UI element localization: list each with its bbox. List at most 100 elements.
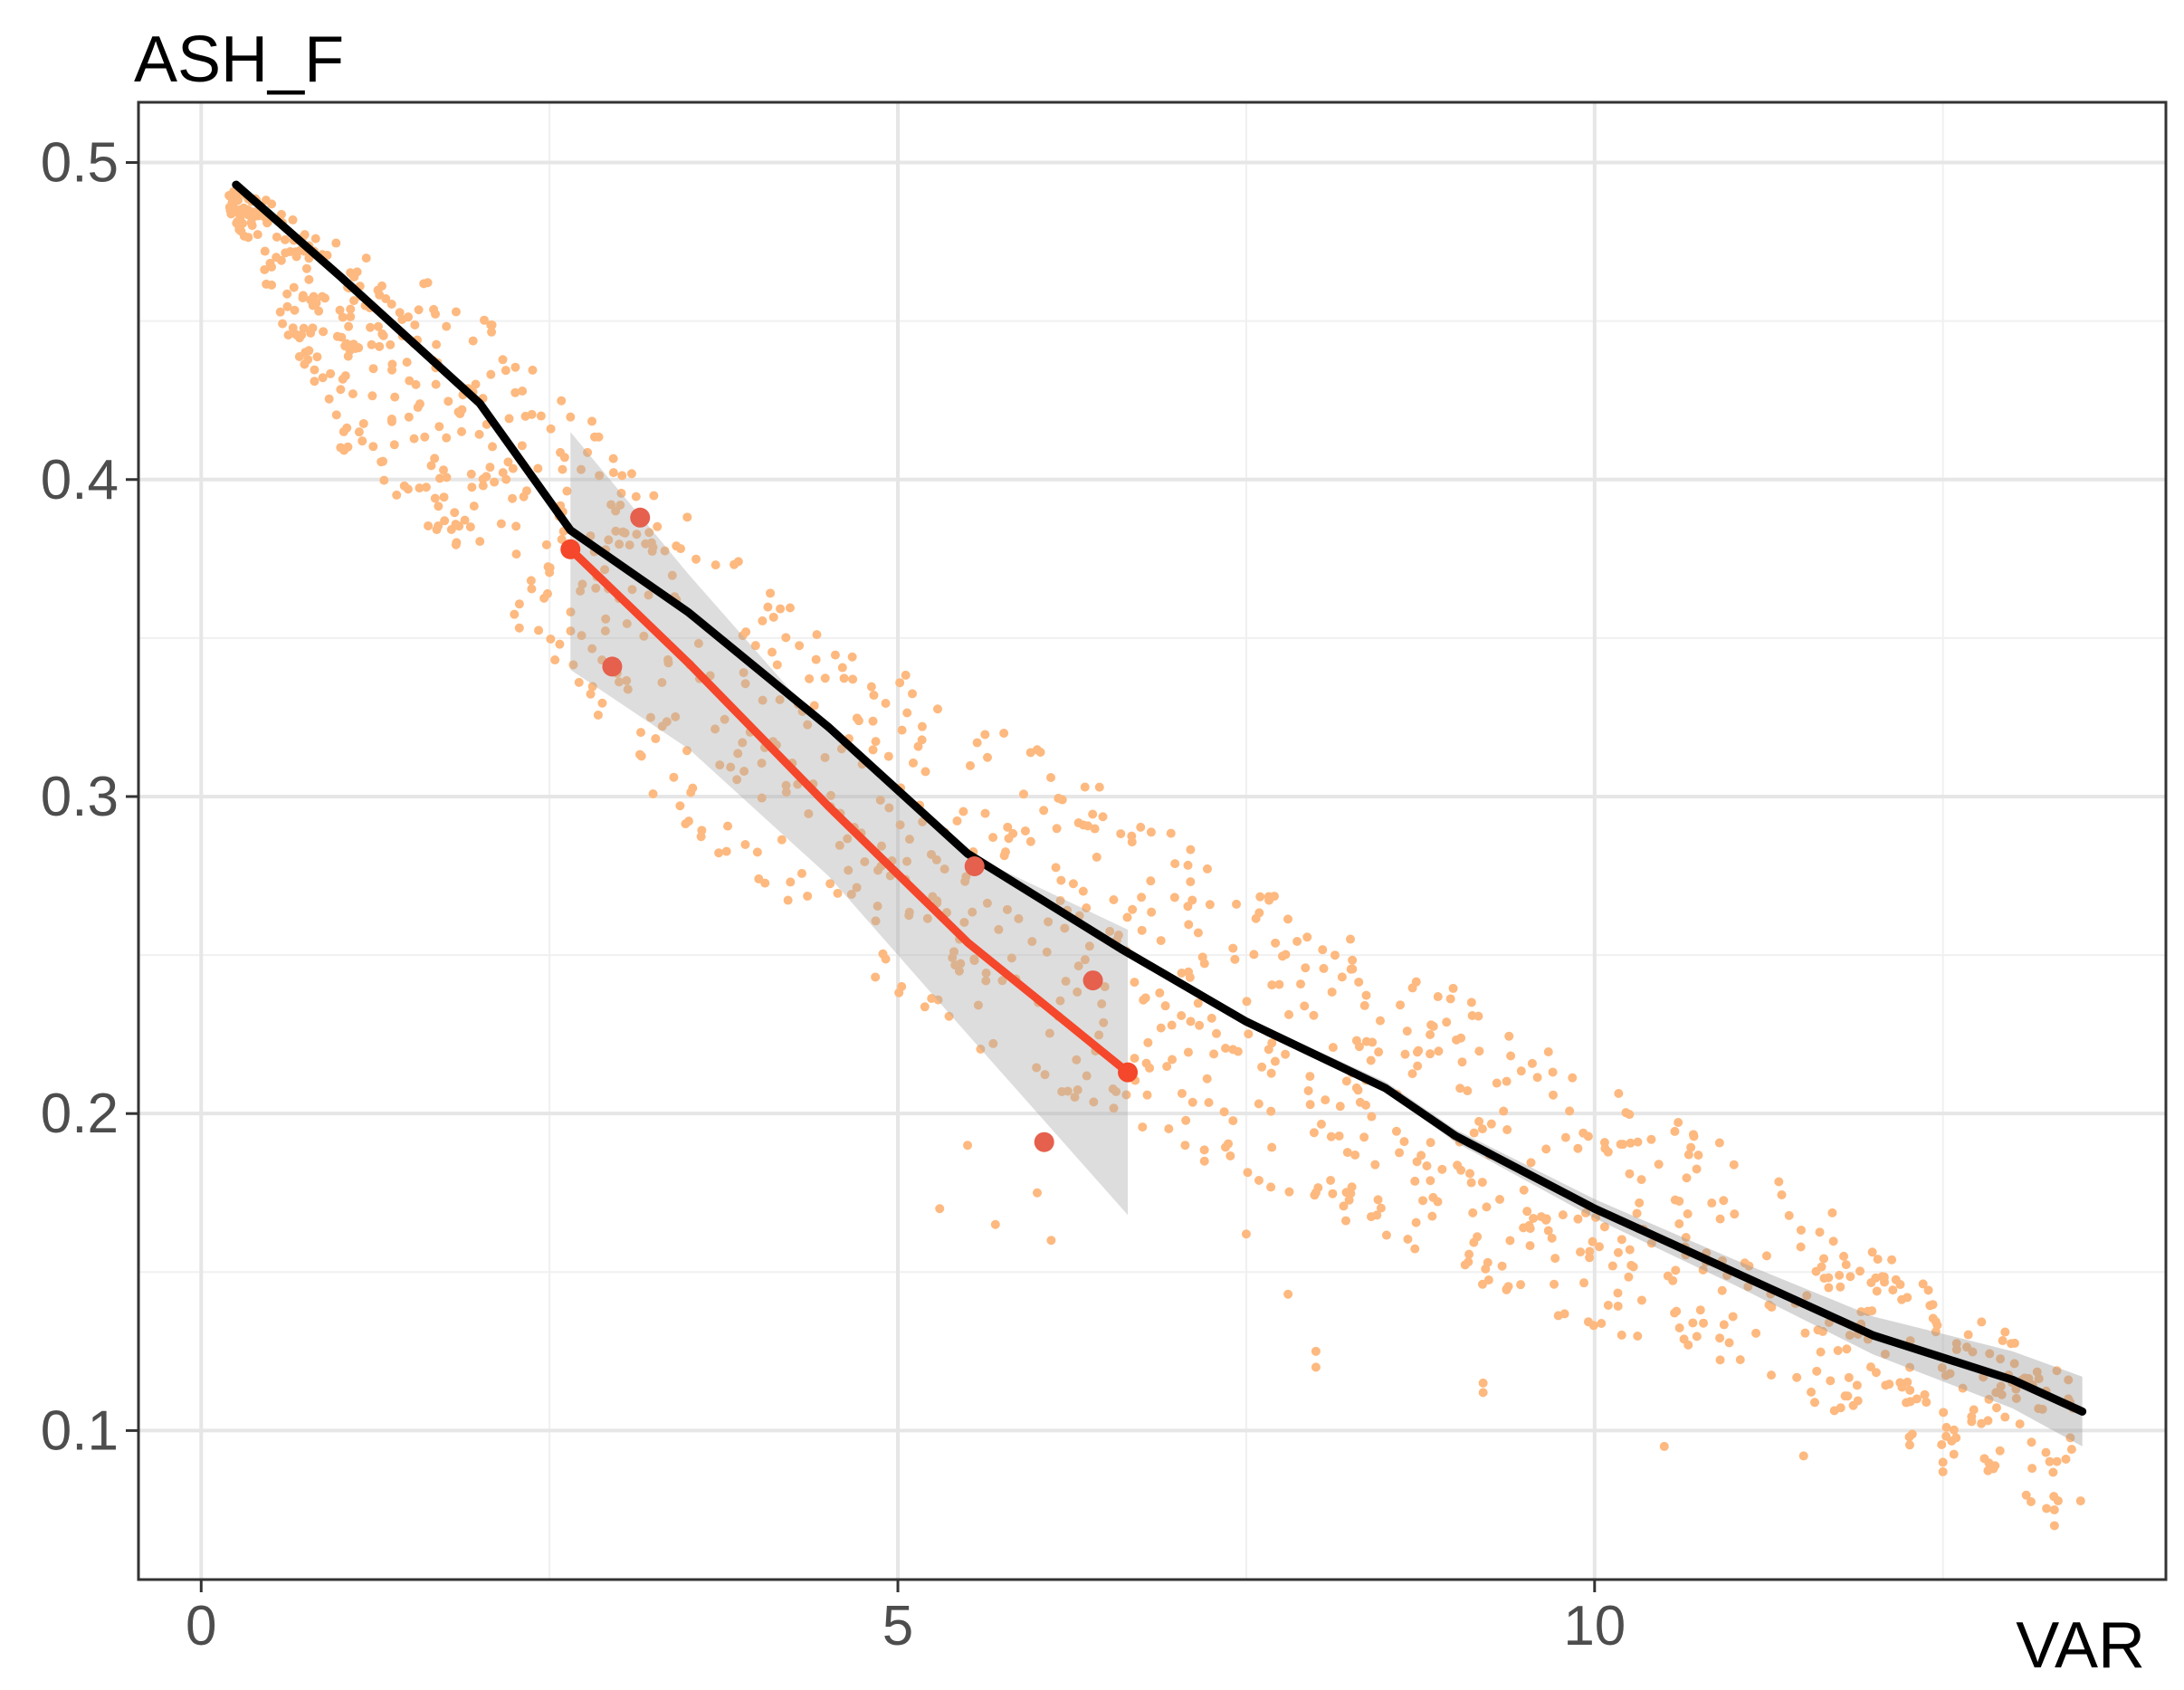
data-point [338,312,348,322]
data-point [1055,896,1065,906]
data-point [577,631,587,641]
data-point [586,689,596,699]
data-point [1529,1213,1539,1223]
outlier-point [1938,1457,1948,1467]
data-point [1002,904,1012,914]
data-point [1683,1150,1693,1160]
data-point [235,205,245,215]
y-tick-label: 0.2 [41,1083,119,1145]
data-point [558,464,567,474]
data-point [1219,1107,1229,1117]
data-point [1646,1238,1656,1248]
data-point [1330,950,1340,960]
data-point [1477,1178,1487,1188]
data-point [479,315,489,325]
data-point [1381,1230,1391,1240]
data-point [1594,1242,1604,1252]
data-point [1311,1188,1321,1198]
data-point [511,521,521,531]
data-point [1284,1009,1294,1019]
data-point [319,327,329,337]
data-point [1905,1397,1915,1407]
data-point [1689,1131,1699,1141]
data-point [1719,1196,1729,1206]
data-point [282,301,292,311]
data-point [1008,828,1018,838]
data-point [873,901,882,911]
data-point [1341,1076,1351,1086]
data-point [1305,1072,1315,1082]
data-point [1442,1017,1452,1027]
data-point [883,751,893,761]
data-point [1852,1380,1862,1390]
data-point [358,436,367,446]
data-point [1522,1207,1532,1217]
data-point [825,879,835,889]
data-point [337,332,347,342]
data-point [1516,1066,1526,1076]
data-point [997,976,1007,986]
data-point [1583,1131,1593,1141]
data-point [1730,1209,1740,1219]
data-point [1815,1227,1825,1237]
data-point [600,626,610,636]
data-point [587,644,597,654]
data-point [1146,876,1156,886]
data-point [576,586,586,596]
data-point [1183,860,1193,870]
highlighted-point [1034,1131,1054,1152]
data-point [1682,1173,1692,1183]
data-point [968,907,978,917]
data-point [1670,1126,1680,1136]
data-point [1122,912,1132,922]
x-axis-ticks: 0 5 10 [186,1580,1626,1657]
data-point [1094,1030,1104,1040]
data-point [1504,1031,1514,1041]
data-point [1583,1317,1593,1327]
data-point [1089,1097,1099,1107]
data-point [311,298,321,308]
x-tick-label: 10 [1563,1595,1626,1657]
data-point [750,641,760,651]
data-point [1905,1362,1915,1372]
data-point [1579,1278,1589,1288]
fit-lines [232,180,2087,1416]
data-point [1767,1370,1777,1380]
data-point [1603,1300,1613,1310]
data-point [809,701,819,711]
data-point [1418,1196,1428,1206]
data-point [1614,1088,1624,1098]
data-point [386,339,396,349]
data-point [1146,827,1156,837]
data-point [297,330,307,340]
data-point [1211,1028,1221,1038]
data-point [981,969,991,979]
data-point [348,389,358,399]
data-point [648,788,658,798]
data-point [767,647,777,657]
data-point [1412,1157,1422,1167]
data-point [2048,1467,2058,1477]
data-point [754,874,764,883]
data-point [848,674,858,684]
data-point [868,716,878,726]
data-point [825,790,835,800]
data-point [904,835,914,845]
data-point [485,463,495,473]
data-point [474,429,484,439]
data-point [289,282,299,292]
data-point [758,695,768,705]
data-point [1232,899,1242,909]
data-point [1270,1056,1280,1066]
data-point [1550,1254,1560,1264]
data-point [278,319,288,329]
data-point [236,226,246,236]
data-point [1197,952,1207,962]
data-point [358,418,368,428]
data-point [1412,1047,1422,1057]
data-point [1617,1235,1626,1245]
data-point [981,976,991,986]
data-point [1724,1338,1734,1348]
data-point [1156,1023,1166,1033]
data-point [1111,1087,1121,1097]
